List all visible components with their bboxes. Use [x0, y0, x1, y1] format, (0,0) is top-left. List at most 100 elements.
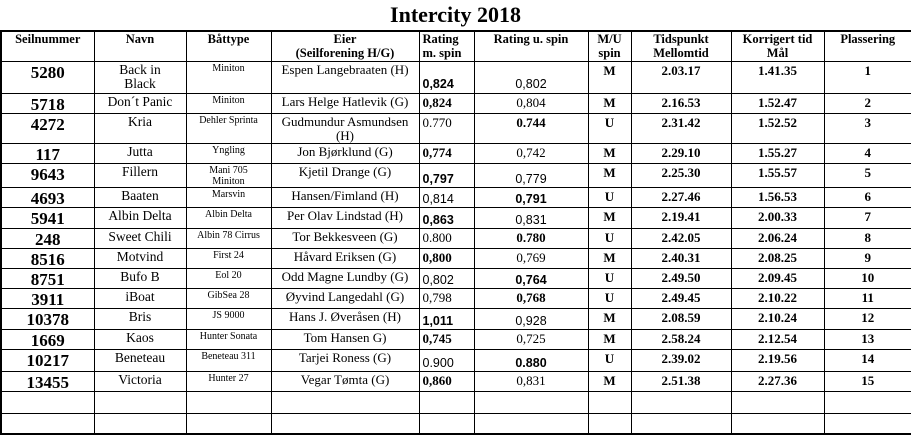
- cell-seilnummer: 1669: [1, 330, 94, 350]
- cell-navn: Fillern: [94, 164, 186, 188]
- cell-plassering: 1: [824, 61, 911, 93]
- cell-plassering: 10: [824, 269, 911, 289]
- cell-tidspunkt-mellomtid: 2.39.02: [631, 350, 731, 372]
- cell-navn: Motvind: [94, 249, 186, 269]
- cell-tidspunkt-mellomtid: 2.27.46: [631, 188, 731, 208]
- cell-eier: Kjetil Drange (G): [271, 164, 419, 188]
- cell-battype: Hunter 27: [186, 372, 271, 392]
- cell-navn: Don´t Panic: [94, 93, 186, 113]
- cell-eier: Tom Hansen G): [271, 330, 419, 350]
- cell-rating-u-spin: 0.780: [474, 229, 588, 249]
- header-navn: Navn: [94, 31, 186, 61]
- cell-tidspunkt-mellomtid: 2.19.41: [631, 208, 731, 229]
- header-rating-u-spin-line: Rating u. spin: [475, 33, 588, 47]
- cell-plassering: 9: [824, 249, 911, 269]
- cell-tidspunkt-mellomtid: 2.31.42: [631, 113, 731, 144]
- cell-navn: Kria: [94, 113, 186, 144]
- empty-cell-battype: [186, 392, 271, 414]
- header-plassering-line: Plassering: [825, 33, 911, 47]
- cell-seilnummer: 5941: [1, 208, 94, 229]
- cell-rating-u-spin: 0,769: [474, 249, 588, 269]
- cell-eier: Øyvind Langedahl (G): [271, 289, 419, 309]
- empty-cell-seilnummer: [1, 392, 94, 414]
- header-mu-spin-line: M/U: [589, 33, 631, 47]
- cell-rating-m-spin: 0,814: [419, 188, 474, 208]
- cell-navn: iBoat: [94, 289, 186, 309]
- cell-seilnummer: 10217: [1, 350, 94, 372]
- header-battype: Båttype: [186, 31, 271, 61]
- cell-eier: Jon Bjørklund (G): [271, 144, 419, 164]
- cell-tidspunkt-mellomtid: 2.25.30: [631, 164, 731, 188]
- cell-battype: Eol 20: [186, 269, 271, 289]
- cell-battype: Albin 78 Cirrus: [186, 229, 271, 249]
- cell-navn: Sweet Chili: [94, 229, 186, 249]
- cell-seilnummer: 4693: [1, 188, 94, 208]
- cell-eier: Espen Langebraaten (H): [271, 61, 419, 93]
- cell-rating-u-spin: 0.880: [474, 350, 588, 372]
- cell-seilnummer: 5718: [1, 93, 94, 113]
- cell-battype: Dehler Sprinta: [186, 113, 271, 144]
- empty-cell-eier: [271, 392, 419, 414]
- header-seilnummer-line: Seilnummer: [2, 33, 94, 47]
- empty-cell-plassering: [824, 392, 911, 414]
- cell-seilnummer: 10378: [1, 309, 94, 330]
- cell-tidspunkt-mellomtid: 2.40.31: [631, 249, 731, 269]
- cell-eier: Tarjei Roness (G): [271, 350, 419, 372]
- cell-mu-spin: M: [588, 249, 631, 269]
- cell-tidspunkt-mellomtid: 2.49.50: [631, 269, 731, 289]
- cell-plassering: 13: [824, 330, 911, 350]
- cell-korrigert-tid-mal: 2.00.33: [731, 208, 824, 229]
- empty-cell-mu-spin: [588, 392, 631, 414]
- cell-korrigert-tid-mal: 1.56.53: [731, 188, 824, 208]
- header-rating-m-spin-line: m. spin: [423, 47, 474, 61]
- cell-rating-u-spin: 0,831: [474, 208, 588, 229]
- cell-rating-u-spin: 0,928: [474, 309, 588, 330]
- header-seilnummer: Seilnummer: [1, 31, 94, 61]
- cell-mu-spin: M: [588, 164, 631, 188]
- cell-plassering: 7: [824, 208, 911, 229]
- cell-seilnummer: 4272: [1, 113, 94, 144]
- header-eier-line: Eier: [272, 33, 419, 47]
- cell-rating-m-spin: 0,797: [419, 164, 474, 188]
- cell-plassering: 12: [824, 309, 911, 330]
- cell-rating-m-spin: 0,774: [419, 144, 474, 164]
- cell-rating-u-spin: 0,791: [474, 188, 588, 208]
- cell-plassering: 6: [824, 188, 911, 208]
- cell-mu-spin: U: [588, 188, 631, 208]
- cell-rating-m-spin: 0,745: [419, 330, 474, 350]
- cell-korrigert-tid-mal: 2.10.22: [731, 289, 824, 309]
- cell-korrigert-tid-mal: 2.06.24: [731, 229, 824, 249]
- cell-seilnummer: 8516: [1, 249, 94, 269]
- cell-battype: Beneteau 311: [186, 350, 271, 372]
- cell-mu-spin: M: [588, 309, 631, 330]
- cell-battype: Mani 705 Miniton: [186, 164, 271, 188]
- cell-mu-spin: M: [588, 330, 631, 350]
- empty-cell-tidspunkt-mellomtid: [631, 392, 731, 414]
- cell-navn: Victoria: [94, 372, 186, 392]
- cell-plassering: 5: [824, 164, 911, 188]
- header-eier-line: (Seilforening H/G): [272, 47, 419, 61]
- header-navn-line: Navn: [95, 33, 186, 47]
- cell-korrigert-tid-mal: 2.08.25: [731, 249, 824, 269]
- cell-tidspunkt-mellomtid: 2.16.53: [631, 93, 731, 113]
- cell-mu-spin: U: [588, 350, 631, 372]
- cell-eier: Lars Helge Hatlevik (G): [271, 93, 419, 113]
- cell-tidspunkt-mellomtid: 2.42.05: [631, 229, 731, 249]
- cell-rating-m-spin: 0,824: [419, 61, 474, 93]
- cell-battype: JS 9000: [186, 309, 271, 330]
- cell-rating-m-spin: 0.770: [419, 113, 474, 144]
- cell-mu-spin: M: [588, 61, 631, 93]
- cell-mu-spin: U: [588, 229, 631, 249]
- cell-eier: Odd Magne Lundby (G): [271, 269, 419, 289]
- cell-mu-spin: U: [588, 289, 631, 309]
- cell-navn: Kaos: [94, 330, 186, 350]
- header-battype-line: Båttype: [187, 33, 271, 47]
- cell-seilnummer: 9643: [1, 164, 94, 188]
- cell-battype: Miniton: [186, 61, 271, 93]
